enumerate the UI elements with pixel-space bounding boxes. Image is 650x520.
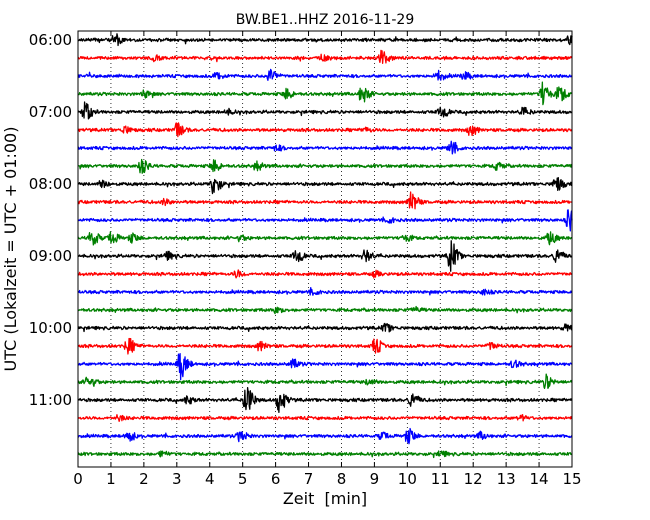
trace-1015 [77,337,573,355]
trace-1030 [77,352,573,381]
trace-1115 [77,413,573,422]
trace-0915 [77,269,573,279]
trace-group [77,33,573,459]
y-axis-ticks: 06:00 07:00 08:00 09:00 10:00 11:00 [29,31,572,409]
trace-1130 [77,427,573,445]
trace-1000 [77,322,573,333]
x-tick-label-1: 1 [106,470,116,488]
x-tick-label-8: 8 [337,470,347,488]
x-tick-label-3: 3 [172,470,182,488]
trace-0600 [77,33,573,47]
x-tick-label-2: 2 [139,470,149,488]
x-tick-label-15: 15 [562,470,581,488]
trace-0930 [77,286,573,296]
chart-title: BW.BE1..HHZ 2016-11-29 [236,12,415,28]
y-tick-label-0900: 09:00 [29,247,72,265]
x-tick-label-7: 7 [304,470,314,488]
x-axis-label: Zeit [min] [283,489,367,508]
y-axis-label: UTC (Lokalzeit = UTC + 01:00) [1,127,20,372]
plot-frame [77,30,573,468]
y-tick-label-0600: 06:00 [29,31,72,49]
x-axis-ticks: 0 1 2 3 4 5 6 7 8 9 10 11 12 13 14 15 [73,31,582,488]
x-tick-label-5: 5 [238,470,248,488]
trace-0900 [77,240,573,272]
trace-0815 [77,191,573,210]
x-tick-label-12: 12 [464,470,483,488]
y-tick-label-1100: 11:00 [29,391,72,409]
trace-0830 [77,209,573,232]
trace-0800 [77,177,573,195]
x-tick-label-13: 13 [497,470,516,488]
y-tick-label-1000: 10:00 [29,319,72,337]
trace-1145 [77,450,573,459]
trace-0715 [77,122,573,138]
trace-0645 [77,81,573,106]
y-tick-label-0800: 08:00 [29,175,72,193]
trace-0745 [77,158,573,174]
trace-0945 [77,305,573,315]
x-tick-label-11: 11 [431,470,450,488]
trace-0700 [77,101,573,120]
grid-lines [110,31,540,467]
trace-0630 [77,68,573,81]
trace-1100 [77,386,573,413]
trace-0845 [77,231,573,246]
x-tick-label-14: 14 [530,470,549,488]
y-tick-label-0700: 07:00 [29,103,72,121]
x-tick-label-0: 0 [73,470,83,488]
x-tick-label-9: 9 [370,470,380,488]
x-tick-label-10: 10 [398,470,417,488]
trace-0730 [77,140,573,155]
trace-1045 [77,373,573,390]
x-tick-label-4: 4 [205,470,215,488]
trace-0615 [77,49,573,64]
x-tick-label-6: 6 [271,470,281,488]
